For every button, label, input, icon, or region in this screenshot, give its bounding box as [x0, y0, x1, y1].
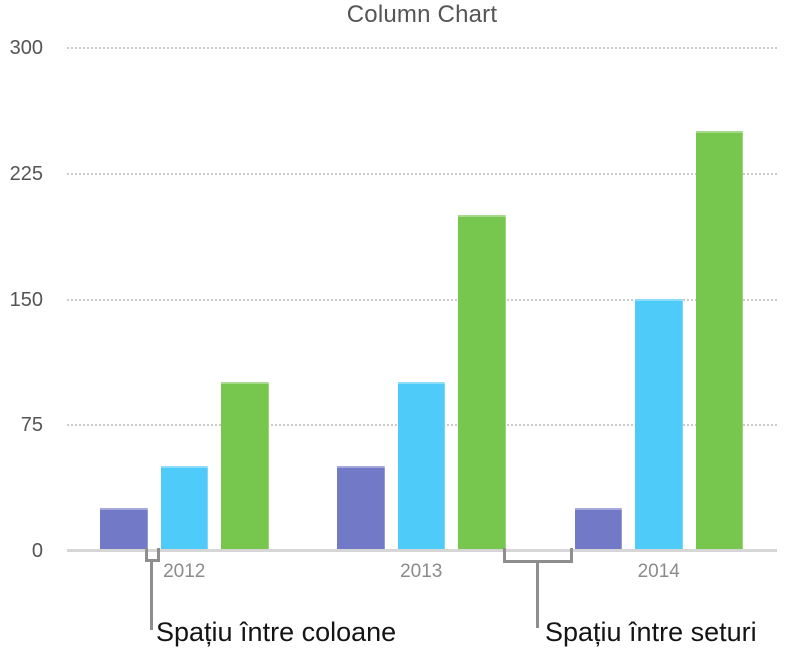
gridline-300 — [67, 47, 777, 49]
bar-2013-green-series — [458, 214, 506, 550]
x-tick-label-2014: 2014 — [637, 561, 680, 582]
y-tick-label-300: 300 — [9, 37, 43, 59]
y-tick-label-0: 0 — [31, 540, 43, 562]
y-tick-label-75: 75 — [20, 414, 43, 437]
set-gap-leader-line — [536, 561, 539, 628]
column-gap-annotation: Spațiu între coloane — [156, 617, 397, 647]
bar-2012-purple-series — [100, 508, 148, 550]
x-tick-label-2012: 2012 — [163, 561, 206, 582]
column-gap-leader-line — [150, 560, 153, 630]
x-tick-label-2013: 2013 — [400, 561, 443, 582]
gridline-225 — [67, 172, 777, 175]
y-tick-label-225: 225 — [9, 162, 43, 185]
gridline-150 — [67, 298, 777, 301]
set-gap-annotation: Spațiu între seturi — [545, 617, 757, 647]
bar-2014-purple-series — [574, 508, 622, 550]
bar-2012-green-series — [221, 382, 269, 550]
chart-title: Column Chart — [346, 1, 498, 28]
bar-2014-blue-series — [635, 298, 683, 550]
x-axis-line — [67, 549, 777, 552]
bar-2012-blue-series — [160, 466, 208, 550]
bar-2013-purple-series — [337, 466, 385, 550]
bar-2013-blue-series — [397, 382, 445, 550]
y-tick-label-150: 150 — [9, 288, 43, 311]
bar-2014-green-series — [695, 130, 743, 550]
